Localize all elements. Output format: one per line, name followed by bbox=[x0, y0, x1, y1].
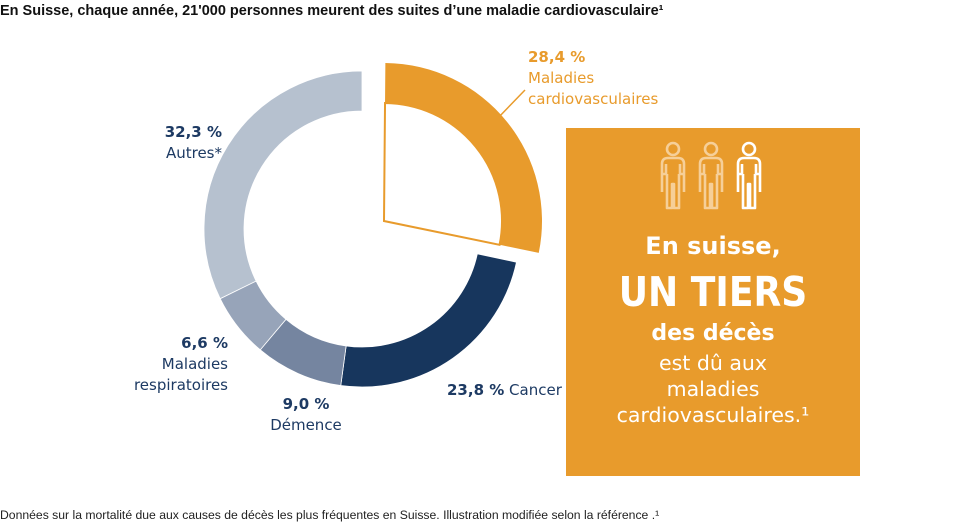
chart-title: En Suisse, chaque année, 21'000 personne… bbox=[0, 3, 664, 19]
callout-box: En suisse, UN TIERS des décès est dû aux… bbox=[566, 128, 860, 476]
cardio-leader-line bbox=[496, 89, 526, 120]
slice-cardio bbox=[385, 63, 542, 253]
cancer-name: Cancer bbox=[509, 381, 562, 399]
callout-body-line1: est dû aux bbox=[658, 351, 768, 375]
respiratory-label: 6,6 % Maladies respiratoires bbox=[110, 333, 228, 396]
cancer-pct: 23,8 % bbox=[447, 381, 505, 399]
person-outline-icon bbox=[736, 141, 762, 210]
person-icon bbox=[698, 141, 724, 210]
callout-body-line3: cardiovasculaires.¹ bbox=[616, 403, 810, 427]
cardio-name-line2: cardiovasculaires bbox=[528, 90, 659, 108]
slice-cancer bbox=[340, 253, 517, 388]
cancer-label: 23,8 % Cancer bbox=[447, 380, 562, 401]
person-icon bbox=[660, 141, 686, 210]
callout-headline: UN TIERS bbox=[618, 268, 808, 316]
other-pct: 32,3 % bbox=[164, 123, 222, 141]
slice-cardio-group bbox=[382, 63, 542, 253]
other-name: Autres* bbox=[165, 144, 222, 162]
people-icons bbox=[660, 141, 762, 210]
callout-line1: En suisse, bbox=[645, 232, 781, 260]
slice-other bbox=[203, 70, 363, 300]
cardio-label: 28,4 % Maladies cardiovasculaires bbox=[528, 47, 658, 110]
cardio-name-line1: Maladies bbox=[528, 69, 595, 87]
dementia-name: Démence bbox=[270, 416, 342, 434]
dementia-label: 9,0 % Démence bbox=[260, 394, 352, 436]
callout-body: est dû aux maladies cardiovasculaires.¹ bbox=[566, 350, 860, 428]
respiratory-pct: 6,6 % bbox=[181, 334, 228, 352]
respiratory-name-line2: respiratoires bbox=[133, 376, 228, 394]
footnote: Données sur la mortalité due aux causes … bbox=[0, 508, 660, 522]
callout-line3: des décès bbox=[651, 321, 775, 346]
callout-body-line2: maladies bbox=[666, 377, 760, 401]
cardio-pct: 28,4 % bbox=[528, 48, 586, 66]
respiratory-name-line1: Maladies bbox=[161, 355, 228, 373]
other-label: 32,3 % Autres* bbox=[140, 122, 222, 164]
dementia-pct: 9,0 % bbox=[282, 395, 330, 413]
